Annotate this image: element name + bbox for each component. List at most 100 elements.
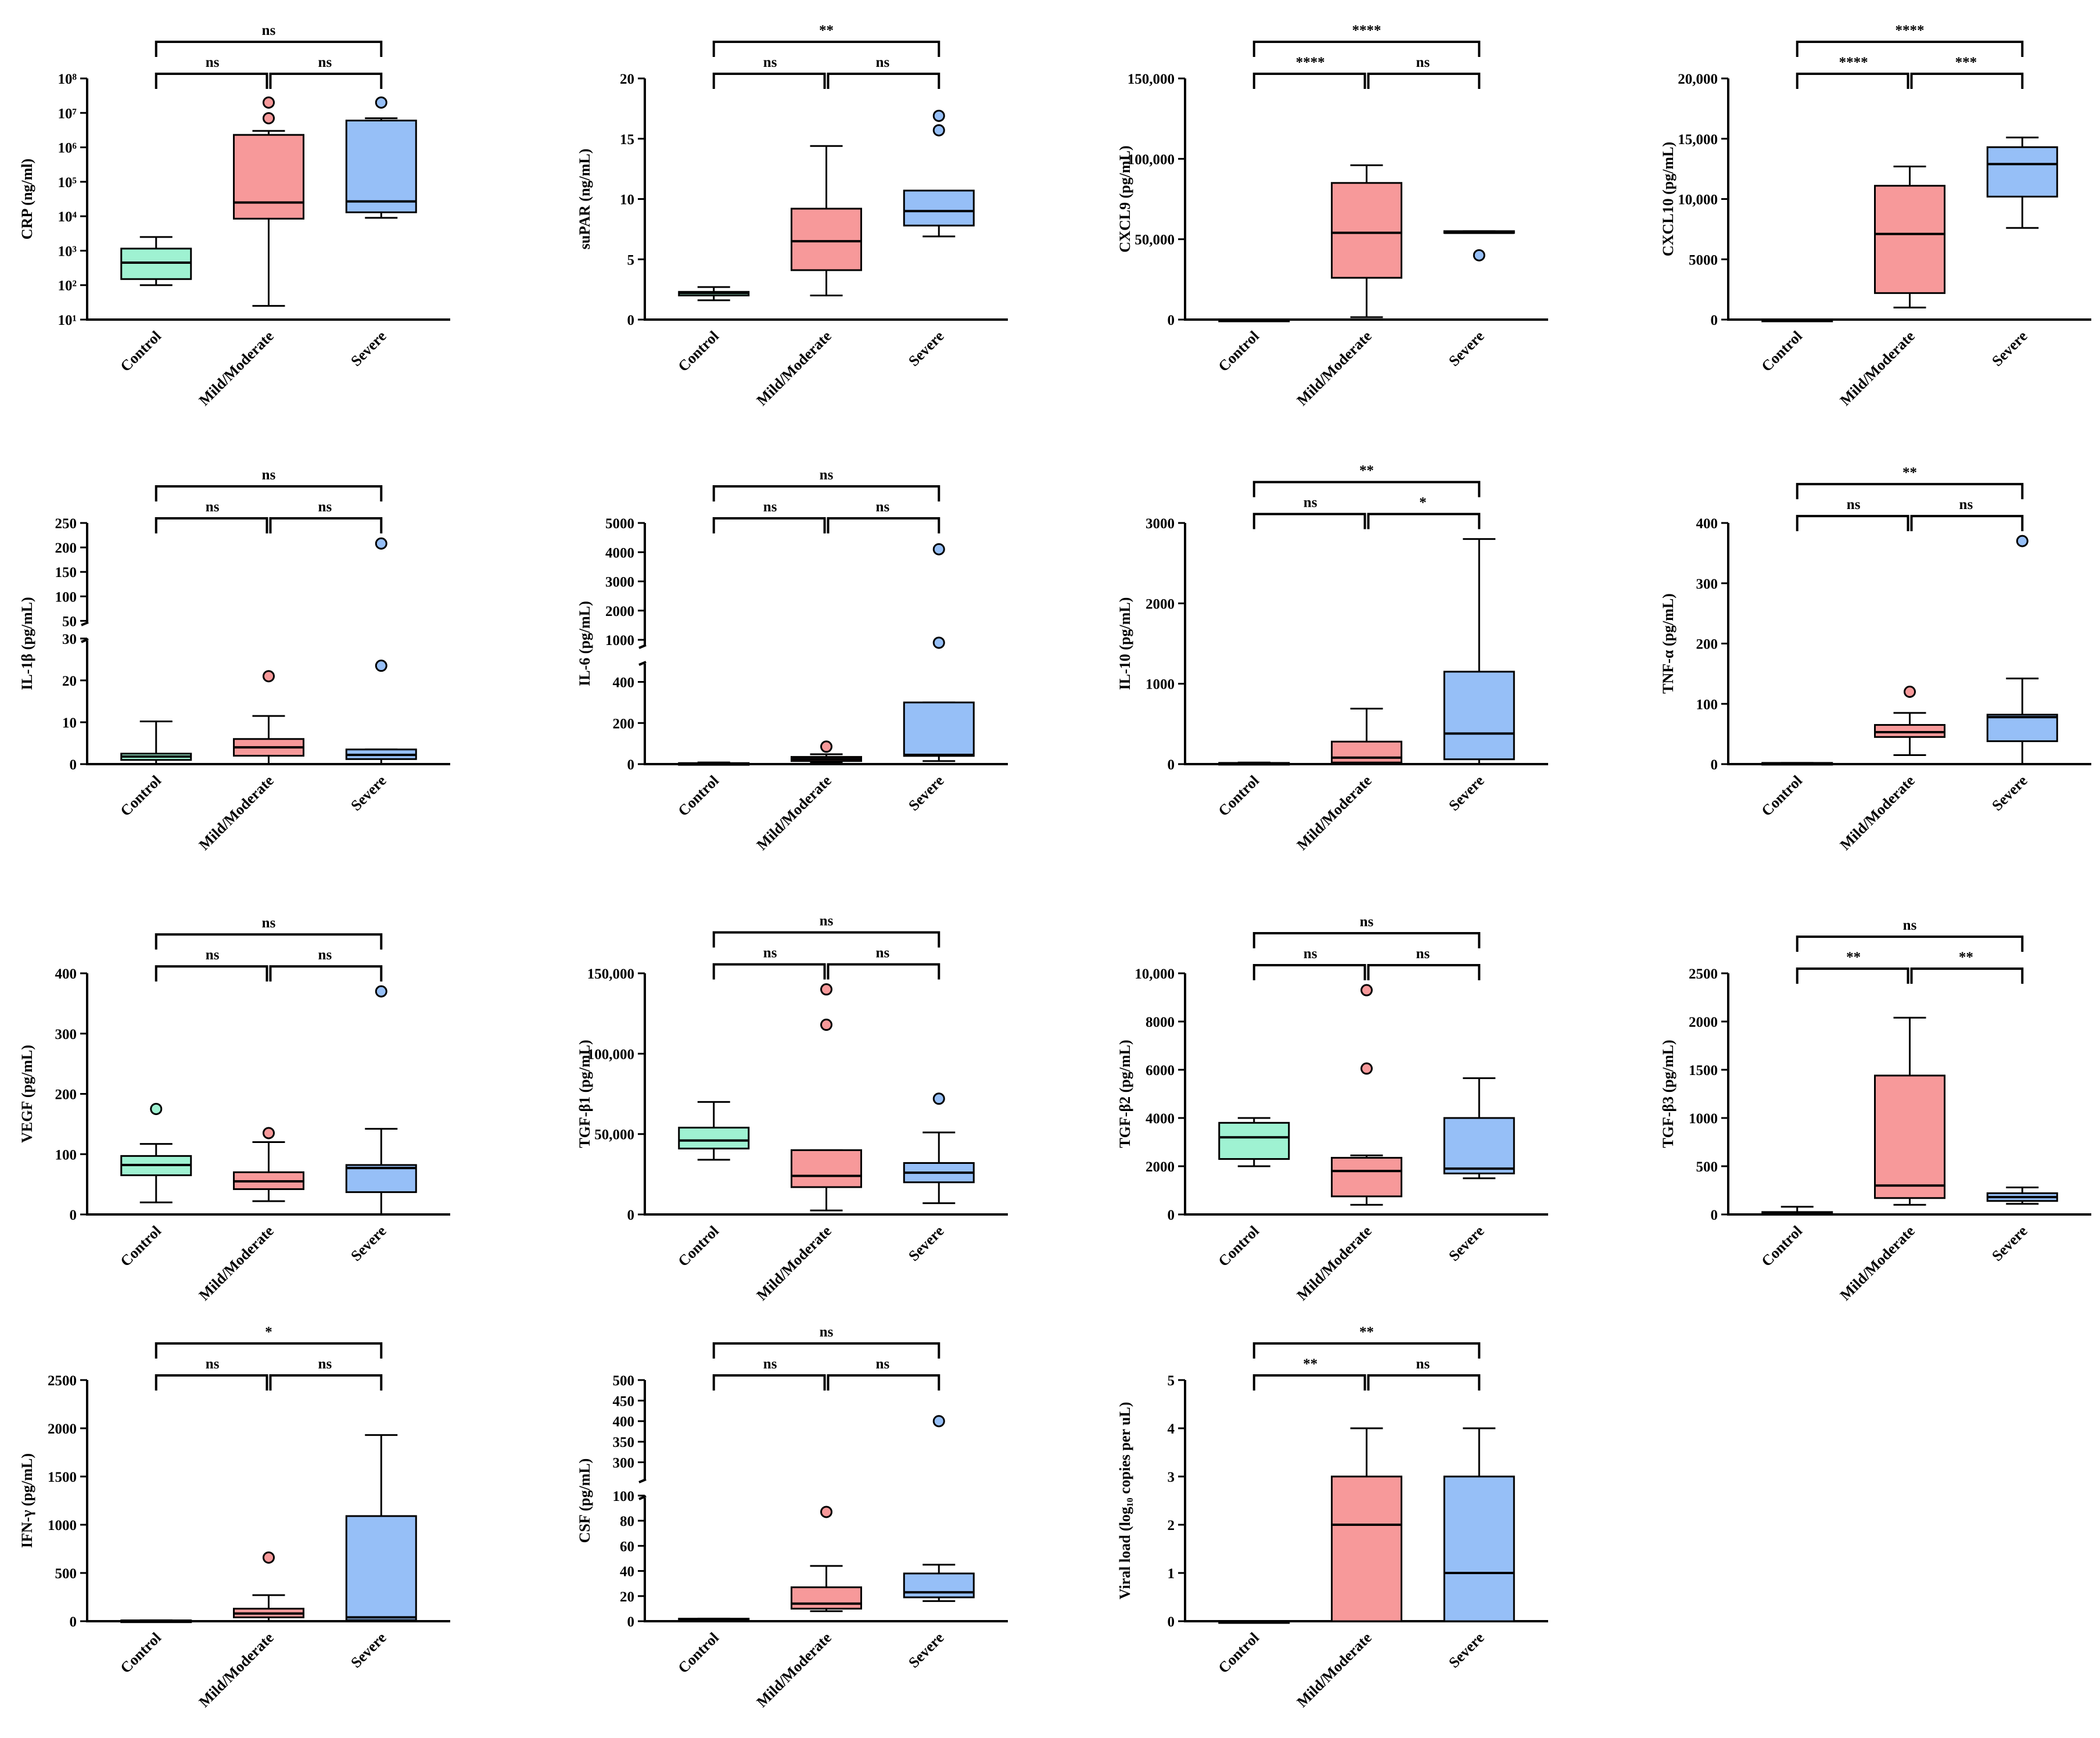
bracket-line <box>155 933 383 950</box>
y-tick-label: 500 <box>1696 1159 1718 1175</box>
y-tick-label: 2500 <box>1689 966 1718 982</box>
y-axis-title: CXCL10 (pg/mL) <box>1660 142 1677 256</box>
box-severe: Severe <box>903 1415 975 1671</box>
y-tick-label: 200 <box>1696 637 1718 653</box>
y-tick-label: 0 <box>1168 1207 1175 1223</box>
y-tick-label: 50,000 <box>594 1127 634 1143</box>
y-axis-title: CRP (ng/ml) <box>19 159 35 239</box>
box-iqr <box>1331 1475 1402 1622</box>
significance-label: ns <box>876 55 890 70</box>
x-tick-label: Severe <box>1445 328 1487 370</box>
significance-bracket: ns <box>1252 946 1366 981</box>
y-axis-title: IFN-γ (pg/mL) <box>19 1453 35 1548</box>
y-tick-label: 8000 <box>1146 1015 1175 1030</box>
bracket-line <box>155 517 268 533</box>
y-tick-label: 0 <box>1711 757 1718 773</box>
x-tick-label: Control <box>117 1223 164 1270</box>
x-tick-label: Control <box>117 328 164 375</box>
bracket-line <box>1796 936 2024 952</box>
y-tick-label: 1500 <box>1689 1063 1718 1078</box>
x-tick-label: Mild/Moderate <box>1837 328 1918 409</box>
bracket-line <box>1252 73 1366 89</box>
outlier-point <box>263 1127 275 1139</box>
y-tick-label: 400 <box>1696 516 1718 532</box>
box-severe: Severe <box>345 96 417 370</box>
outlier-point <box>1360 984 1373 997</box>
significance-label: ns <box>206 1356 220 1372</box>
bracket-line <box>1796 483 2024 500</box>
y-tick-label: 400 <box>55 966 77 982</box>
significance-bracket: ns <box>155 467 383 501</box>
bracket-line <box>1252 1374 1366 1391</box>
axis-break-mark <box>638 644 647 649</box>
y-tick-label: 100 <box>613 1489 635 1504</box>
y-tick-label: 2000 <box>48 1421 77 1437</box>
x-tick-label: Control <box>675 772 722 819</box>
box-control: Control <box>1215 318 1290 375</box>
bracket-line <box>827 963 940 980</box>
y-tick-label: 450 <box>613 1393 635 1409</box>
significance-label: ** <box>1303 1356 1318 1372</box>
bracket-line <box>1252 1342 1481 1359</box>
significance-label: ns <box>262 915 276 931</box>
outlier-point <box>932 124 945 137</box>
box-control: Control <box>1215 1620 1290 1676</box>
chart-crp: 10¹ 10² 10³ 10⁴ 10⁵ 10⁶ 10⁷ 10⁸ CRP (ng/ml) Contr… <box>19 23 450 409</box>
box-control: Control <box>675 1618 750 1676</box>
y-tick-label: 200 <box>55 540 77 556</box>
x-tick-label: Severe <box>1988 1223 2030 1264</box>
axis-break-mark <box>638 1495 647 1500</box>
box-severe: Severe <box>345 1434 417 1671</box>
x-tick-label: Severe <box>347 772 389 814</box>
y-tick-label: 30 <box>62 632 77 647</box>
y-tick-label: 1500 <box>48 1470 77 1485</box>
x-tick-label: Control <box>1215 328 1262 375</box>
x-tick-label: Mild/Moderate <box>1294 772 1375 854</box>
y-tick-label: 4 <box>1168 1421 1175 1437</box>
y-tick-label: 400 <box>613 1414 635 1430</box>
x-tick-label: Mild/Moderate <box>1837 772 1918 854</box>
y-axis-title: CXCL9 (pg/mL) <box>1117 145 1133 252</box>
x-tick-label: Control <box>117 1629 164 1676</box>
y-tick-label: 4000 <box>1146 1111 1175 1127</box>
x-tick-label: Control <box>675 1223 722 1270</box>
significance-bracket: ns <box>712 1324 940 1359</box>
box-control: Control <box>1215 1117 1290 1270</box>
significance-bracket: * <box>1367 495 1481 529</box>
significance-bracket: ns <box>1796 497 1909 532</box>
y-axis-title: IL-1β (pg/mL) <box>19 597 35 690</box>
bracket-line <box>1910 515 2024 532</box>
y-tick-label: 350 <box>613 1435 635 1450</box>
box-control: Control <box>1758 1206 1833 1270</box>
y-tick-label: 50 <box>62 614 77 629</box>
x-tick-label: Mild/Moderate <box>753 772 835 854</box>
box-iqr <box>1331 1156 1402 1198</box>
significance-bracket: * <box>155 1324 383 1359</box>
y-tick-label: 4000 <box>605 545 634 561</box>
chart-cxcl10: 0 5000 10,000 15,000 20,000 CXCL10 (pg/mL) Con… <box>1660 23 2091 409</box>
significance-bracket: ns <box>1796 918 2024 952</box>
box-mild-moderate: Mild/Moderate <box>1837 165 1945 409</box>
x-tick-label: Control <box>1758 772 1805 819</box>
y-tick-label: 3000 <box>1146 516 1175 532</box>
y-tick-label: 6000 <box>1146 1063 1175 1078</box>
box-iqr <box>678 1127 750 1150</box>
outlier-point <box>263 1551 275 1564</box>
chart-csf: 0 20 40 60 80 100 300 350 400 450 500 CSF (pg/mL) Co… <box>576 1324 1008 1711</box>
y-tick-label: 0 <box>1168 757 1175 773</box>
bracket-line <box>1252 513 1366 529</box>
box-iqr <box>791 1149 862 1188</box>
box-iqr <box>1331 182 1402 279</box>
box-mild-moderate: Mild/Moderate <box>1294 708 1402 854</box>
bracket-line <box>1910 967 2024 984</box>
y-tick-label: 0 <box>627 1207 635 1223</box>
y-axis-title: TNF-α (pg/mL) <box>1660 593 1677 694</box>
x-tick-label: Mild/Moderate <box>1294 1629 1375 1711</box>
box-severe: Severe <box>903 543 975 814</box>
bracket-line <box>827 517 940 533</box>
y-tick-label: 150 <box>55 565 77 580</box>
box-control: Control <box>675 286 750 375</box>
bracket-line <box>155 1374 268 1391</box>
box-control: Control <box>117 1619 192 1676</box>
bracket-line <box>1252 481 1481 497</box>
